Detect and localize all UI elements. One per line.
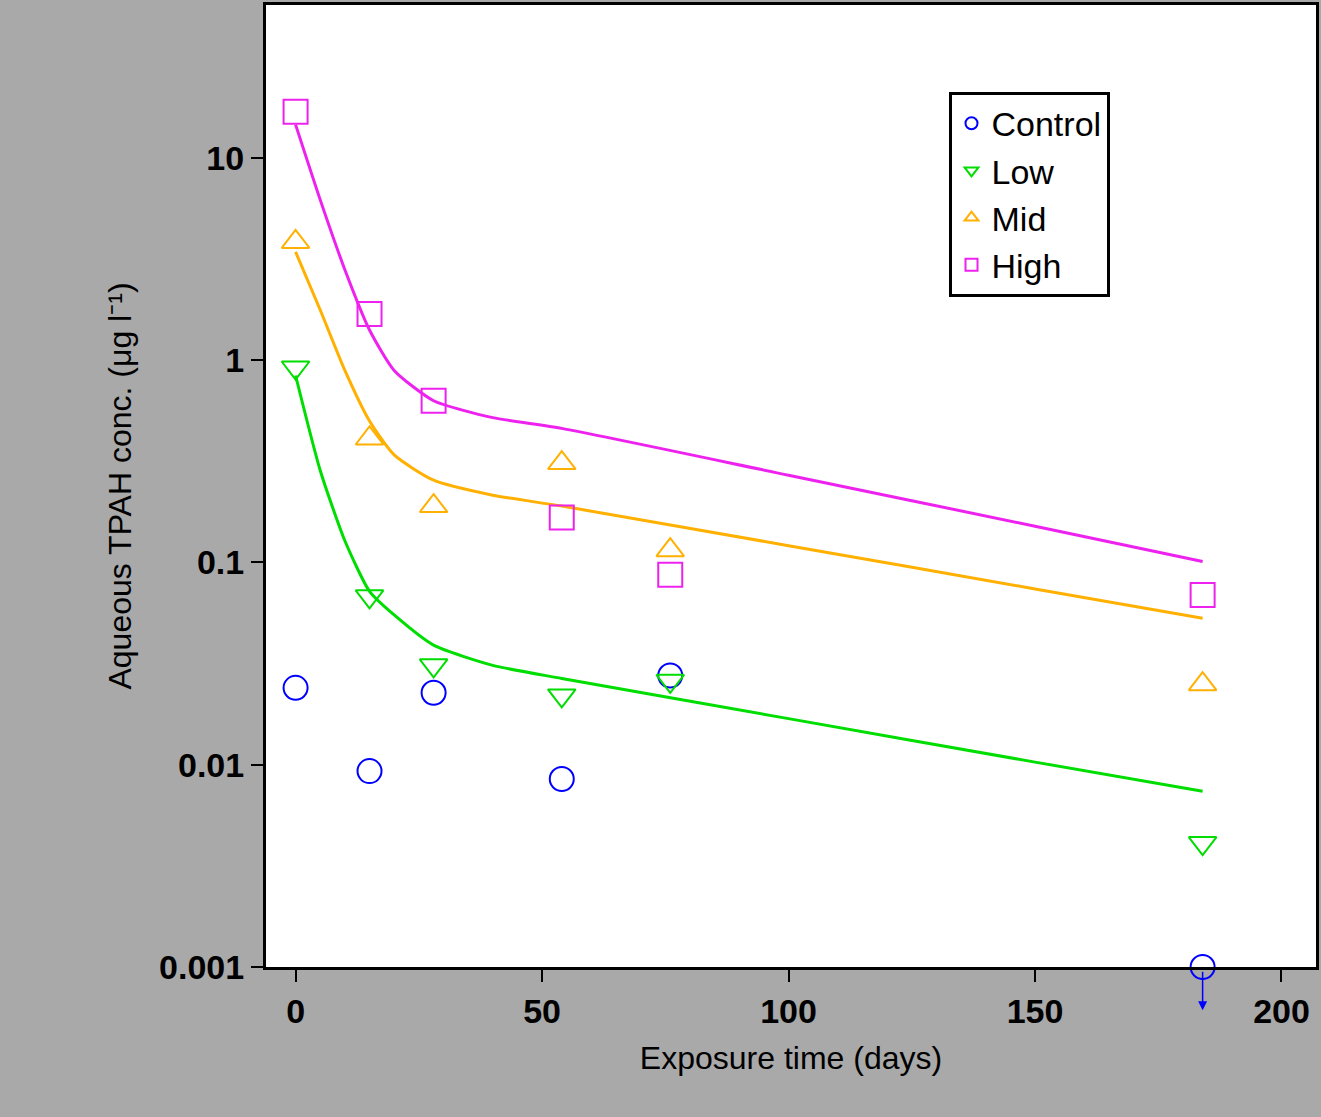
svg-text:Low: Low: [992, 153, 1055, 191]
svg-text:200: 200: [1253, 992, 1310, 1030]
svg-text:10: 10: [206, 139, 244, 177]
svg-text:Aqueous TPAH conc. (μg l⁻¹): Aqueous TPAH conc. (μg l⁻¹): [102, 282, 138, 689]
svg-text:High: High: [992, 247, 1062, 285]
svg-text:0: 0: [286, 992, 305, 1030]
svg-text:0.01: 0.01: [178, 746, 244, 784]
svg-text:50: 50: [523, 992, 561, 1030]
svg-text:Exposure time (days): Exposure time (days): [640, 1040, 942, 1076]
svg-text:100: 100: [760, 992, 817, 1030]
svg-text:Mid: Mid: [992, 200, 1047, 238]
svg-text:1: 1: [225, 341, 244, 379]
svg-text:0.1: 0.1: [197, 543, 244, 581]
svg-text:150: 150: [1007, 992, 1064, 1030]
svg-text:0.001: 0.001: [159, 948, 244, 986]
svg-text:Control: Control: [992, 105, 1102, 143]
